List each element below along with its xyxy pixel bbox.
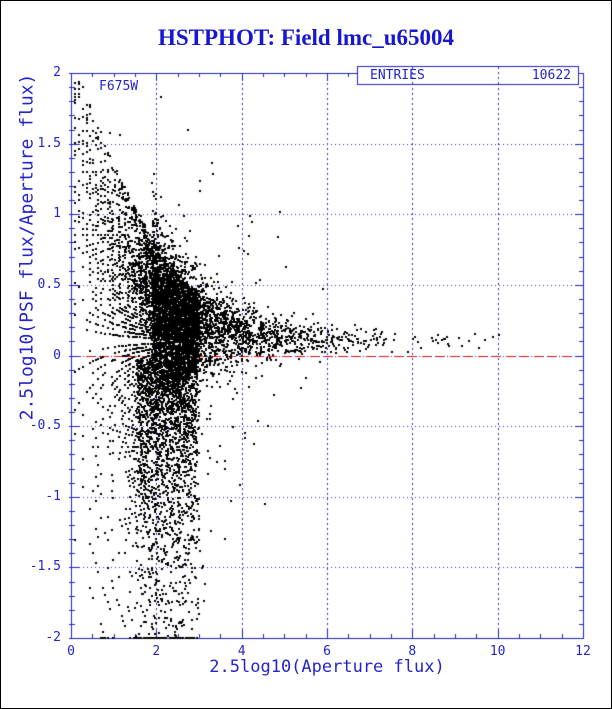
y-tick-label: 0.5 xyxy=(37,276,61,292)
x-tick-label: 10 xyxy=(489,644,506,659)
entries-label: ENTRIES xyxy=(370,68,425,83)
y-tick-label: -0.5 xyxy=(29,418,61,434)
x-tick-label: 0 xyxy=(67,644,75,659)
y-tick-label: 1 xyxy=(53,206,61,222)
entries-legend-box: ENTRIES 10622 xyxy=(357,66,579,85)
x-tick-label: 6 xyxy=(323,644,331,659)
y-tick-label: 2 xyxy=(53,65,61,80)
y-tick-label: -1 xyxy=(45,488,61,504)
entries-value: 10622 xyxy=(531,68,571,83)
y-tick-label: 0 xyxy=(53,347,61,363)
page-title: HSTPHOT: Field lmc_u65004 xyxy=(157,25,455,50)
y-tick-label: 1.5 xyxy=(37,135,61,151)
filter-annotation: F675W xyxy=(99,79,139,94)
x-tick-label: 4 xyxy=(237,644,246,659)
x-tick-label: 2 xyxy=(152,644,161,659)
x-tick-label: 8 xyxy=(408,644,417,659)
x-tick-label: 12 xyxy=(575,644,591,659)
y-tick-label: -2 xyxy=(45,630,61,645)
x-axis-title: 2.5log10(Aperture flux) xyxy=(209,657,445,677)
y-tick-label: -1.5 xyxy=(29,559,61,575)
y-axis-title: 2.5log10(PSF flux/Aperture flux) xyxy=(16,73,38,421)
